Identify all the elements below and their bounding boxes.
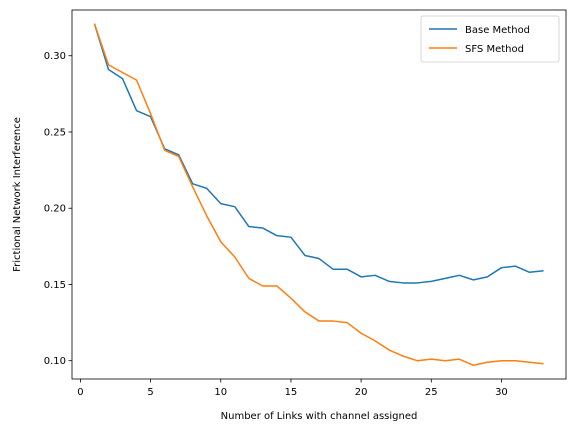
legend-label-sfs-method: SFS Method xyxy=(465,44,524,55)
x-tick-label: 25 xyxy=(425,387,438,398)
legend-label-base-method: Base Method xyxy=(465,25,530,36)
x-tick-label: 5 xyxy=(147,387,153,398)
y-tick-label: 0.25 xyxy=(44,127,66,138)
y-axis-label: Frictional Network Interference xyxy=(12,117,23,272)
x-axis-label: Number of Links with channel assigned xyxy=(221,411,418,422)
x-tick-label: 0 xyxy=(77,387,83,398)
x-tick-label: 30 xyxy=(495,387,508,398)
x-tick-label: 20 xyxy=(355,387,368,398)
x-tick-label: 15 xyxy=(285,387,298,398)
legend-box xyxy=(420,15,560,63)
y-tick-label: 0.15 xyxy=(44,280,66,291)
y-tick-label: 0.10 xyxy=(44,356,66,367)
y-tick-label: 0.20 xyxy=(44,204,66,215)
series-line-base-method xyxy=(93,23,544,284)
x-axis-ticks: 0 5 10 15 20 25 30 xyxy=(77,379,508,398)
series-line-sfs-method xyxy=(93,23,544,367)
series-layer xyxy=(93,23,544,367)
x-tick-label: 10 xyxy=(214,387,227,398)
y-tick-label: 0.30 xyxy=(44,51,66,62)
y-axis-ticks: 0.10 0.15 0.20 0.25 0.30 xyxy=(44,51,72,367)
legend: Base Method SFS Method xyxy=(420,15,560,63)
plot-frame xyxy=(71,9,567,380)
plot-area xyxy=(72,10,566,379)
